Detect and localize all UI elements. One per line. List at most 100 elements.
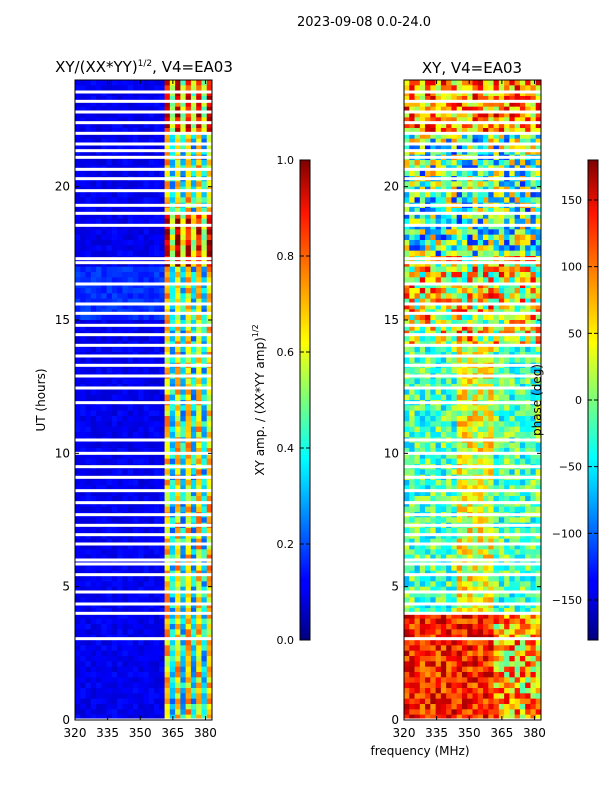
heatmap-cell	[457, 245, 463, 251]
heatmap-cell	[107, 683, 113, 689]
heatmap-cell	[457, 347, 463, 353]
heatmap-cell	[457, 160, 463, 166]
heatmap-cell	[446, 368, 452, 374]
heatmap-cell	[415, 427, 421, 433]
heatmap-cell	[80, 379, 86, 385]
heatmap-cell	[196, 459, 202, 465]
heatmap-cell	[138, 517, 144, 523]
heatmap-cell	[515, 272, 521, 278]
heatmap-cell	[186, 357, 192, 363]
heatmap-cell	[144, 272, 150, 278]
heatmap-cell	[117, 229, 123, 235]
heatmap-cell	[180, 421, 186, 427]
heatmap-cell	[80, 395, 86, 401]
heatmap-cell	[441, 80, 447, 86]
heatmap-cell	[154, 181, 160, 187]
heatmap-cell	[494, 421, 500, 427]
heatmap-cell	[96, 645, 102, 651]
heatmap-cell	[409, 251, 415, 257]
heatmap-cell	[144, 597, 150, 603]
heatmap-cell	[96, 704, 102, 710]
heatmap-cell	[138, 315, 144, 321]
heatmap-cell	[101, 379, 107, 385]
heatmap-cell	[96, 85, 102, 91]
heatmap-cell	[122, 181, 128, 187]
heatmap-cell	[144, 171, 150, 177]
heatmap-cell	[404, 379, 410, 385]
heatmap-cell	[201, 395, 207, 401]
heatmap-cell	[133, 667, 139, 673]
heatmap-cell	[494, 411, 500, 417]
heatmap-cell	[457, 171, 463, 177]
heatmap-cell	[117, 288, 123, 294]
heatmap-cell	[483, 267, 489, 273]
heatmap-cell	[191, 357, 197, 363]
heatmap-cell	[96, 229, 102, 235]
heatmap-cell	[149, 421, 155, 427]
heatmap-cell	[96, 443, 102, 449]
heatmap-cell	[191, 197, 197, 203]
heatmap-cell	[149, 288, 155, 294]
heatmap-cell	[441, 357, 447, 363]
heatmap-cell	[409, 277, 415, 283]
heatmap-cell	[404, 443, 410, 449]
heatmap-cell	[504, 411, 510, 417]
heatmap-cell	[133, 277, 139, 283]
heatmap-cell	[128, 405, 134, 411]
heatmap-cell	[101, 347, 107, 353]
heatmap-cell	[101, 416, 107, 422]
heatmap-cell	[149, 459, 155, 465]
heatmap-cell	[196, 432, 202, 438]
heatmap-cell	[144, 421, 150, 427]
heatmap-cell	[96, 272, 102, 278]
heatmap-cell	[159, 677, 165, 683]
heatmap-cell	[196, 597, 202, 603]
heatmap-cell	[175, 389, 181, 395]
heatmap-cell	[457, 219, 463, 225]
heatmap-cell	[201, 416, 207, 422]
heatmap-cell	[446, 245, 452, 251]
heatmap-cell	[483, 389, 489, 395]
heatmap-cell	[101, 597, 107, 603]
heatmap-cell	[515, 235, 521, 241]
heatmap-cell	[138, 619, 144, 625]
heatmap-cell	[191, 181, 197, 187]
heatmap-cell	[159, 496, 165, 502]
heatmap-cell	[436, 411, 442, 417]
heatmap-cell	[494, 347, 500, 353]
heatmap-cell	[159, 416, 165, 422]
heatmap-cell	[112, 517, 118, 523]
heatmap-cell	[133, 336, 139, 342]
heatmap-cell	[467, 181, 473, 187]
heatmap-cell	[494, 416, 500, 422]
heatmap-cell	[107, 421, 113, 427]
heatmap-cell	[165, 677, 171, 683]
heatmap-cell	[504, 336, 510, 342]
heatmap-cell	[128, 389, 134, 395]
heatmap-cell	[191, 395, 197, 401]
heatmap-cell	[446, 277, 452, 283]
heatmap-cell	[196, 549, 202, 555]
heatmap-cell	[478, 267, 484, 273]
heatmap-cell	[420, 368, 426, 374]
heatmap-cell	[525, 181, 531, 187]
heatmap-cell	[154, 432, 160, 438]
heatmap-cell	[180, 315, 186, 321]
heatmap-cell	[488, 416, 494, 422]
heatmap-cell	[462, 219, 468, 225]
heatmap-cell	[446, 336, 452, 342]
heatmap-cell	[165, 267, 171, 273]
heatmap-cell	[133, 315, 139, 321]
heatmap-cell	[101, 411, 107, 417]
heatmap-cell	[91, 160, 97, 166]
heatmap-cell	[409, 192, 415, 198]
heatmap-cell	[180, 368, 186, 374]
heatmap-cell	[96, 496, 102, 502]
heatmap-cell	[196, 272, 202, 278]
heatmap-cell	[170, 85, 176, 91]
heatmap-cell	[165, 171, 171, 177]
heatmap-cell	[525, 251, 531, 257]
heatmap-cell	[425, 405, 431, 411]
heatmap-cell	[165, 459, 171, 465]
heatmap-cell	[101, 251, 107, 257]
